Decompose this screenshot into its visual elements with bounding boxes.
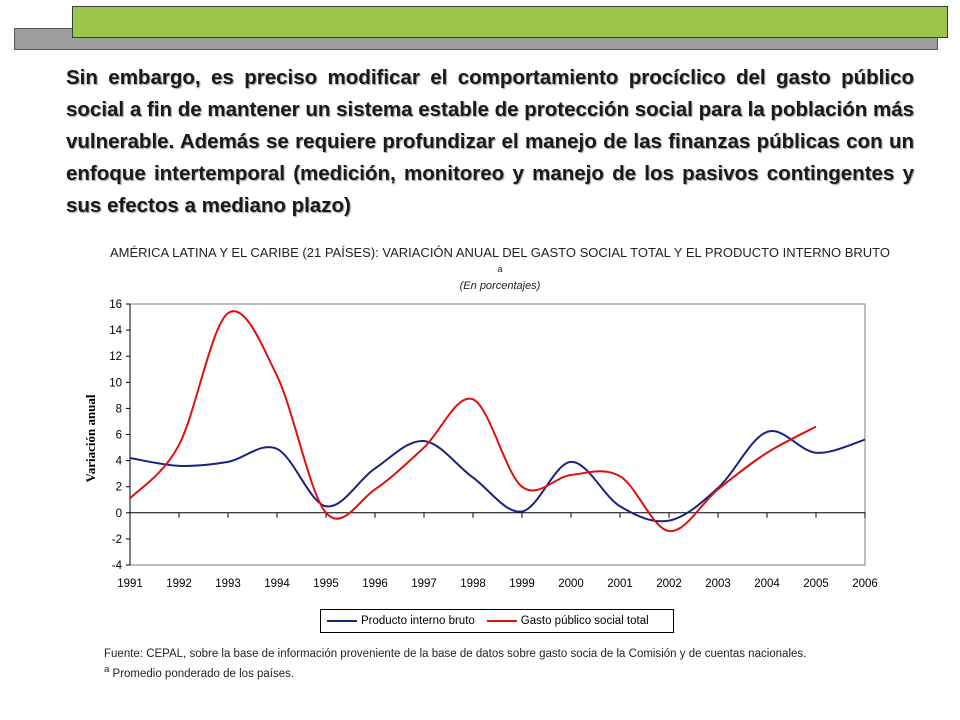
- plot-area: [129, 303, 866, 566]
- chart-legend: Producto interno bruto Gasto público soc…: [320, 609, 674, 633]
- series-line-gasto: [129, 310, 817, 533]
- chart-subtitle: (En porcentajes): [459, 280, 541, 292]
- x-tick-label: 1993: [215, 578, 241, 590]
- x-tick-label: 2005: [803, 578, 829, 590]
- x-tick-label: 2003: [705, 578, 731, 590]
- x-tick-label: 1998: [460, 578, 486, 590]
- y-tick-label: 6: [116, 430, 122, 442]
- x-tick-label: 1992: [166, 578, 192, 590]
- y-tick-label: 2: [116, 482, 122, 494]
- y-tick-label: 10: [109, 377, 122, 389]
- y-axis-label: Variación anual: [83, 394, 98, 482]
- y-tick-label: 16: [109, 299, 122, 311]
- legend-item-pib: Producto interno bruto: [327, 615, 475, 627]
- x-tick-label: 1997: [411, 578, 437, 590]
- source-note-text: Promedio ponderado de los países.: [109, 667, 295, 680]
- y-tick-label: 12: [109, 351, 122, 363]
- series-line-pib: [129, 430, 866, 523]
- x-tick-label: 1999: [509, 578, 535, 590]
- y-tick-label: 4: [116, 456, 123, 468]
- source-note-mark: a: [104, 664, 110, 675]
- title-banner: [72, 6, 948, 38]
- x-tick-label: 1996: [362, 578, 388, 590]
- x-tick-label: 2002: [656, 578, 682, 590]
- body-paragraph: Sin embargo, es preciso modificar el com…: [66, 66, 914, 217]
- y-tick-label: 8: [116, 403, 122, 415]
- y-tick-label: -2: [112, 534, 122, 546]
- x-tick-label: 2006: [852, 578, 878, 590]
- x-tick-label: 1991: [117, 578, 143, 590]
- x-tick-label: 2000: [558, 578, 584, 590]
- chart-title-footnote-mark: a: [497, 264, 503, 274]
- source-note: a Promedio ponderado de los países.: [104, 662, 884, 682]
- legend-swatch-gasto: [486, 620, 517, 622]
- legend-label-pib: Producto interno bruto: [361, 615, 475, 627]
- chart-title: AMÉRICA LATINA Y EL CARIBE (21 PAÍSES): …: [110, 244, 890, 281]
- x-tick-label: 2004: [754, 578, 780, 590]
- x-tick-label: 1995: [313, 578, 339, 590]
- x-tick-label: 1994: [264, 578, 290, 590]
- legend-item-gasto: Gasto público social total: [486, 615, 649, 627]
- y-tick-label: 0: [116, 508, 122, 520]
- legend-swatch-pib: [327, 620, 357, 622]
- y-tick-label: -4: [112, 560, 123, 572]
- chart-source: Fuente: CEPAL, sobre la base de informac…: [104, 646, 884, 682]
- legend-label-gasto: Gasto público social total: [520, 615, 649, 627]
- y-tick-label: 14: [109, 325, 122, 337]
- x-tick-label: 2001: [607, 578, 633, 590]
- chart-title-text: AMÉRICA LATINA Y EL CARIBE (21 PAÍSES): …: [110, 245, 890, 260]
- source-text: Fuente: CEPAL, sobre la base de informac…: [104, 648, 807, 660]
